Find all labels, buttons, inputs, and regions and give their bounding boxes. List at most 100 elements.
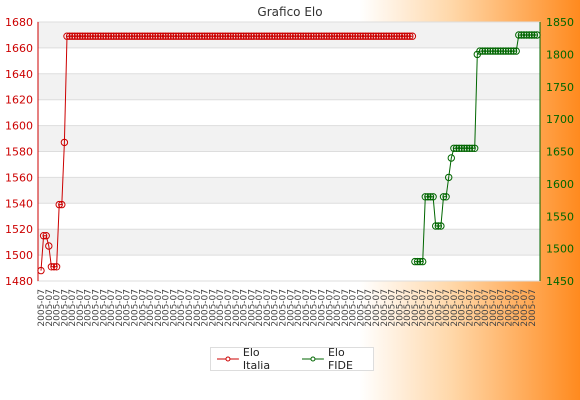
legend-item-elo-italia: Elo Italia xyxy=(217,346,290,372)
series-point xyxy=(123,32,131,40)
x-tick-label: 2005-07 xyxy=(154,289,164,327)
series-point xyxy=(185,32,193,40)
series-point xyxy=(115,32,123,40)
series-point xyxy=(221,32,230,40)
x-tick-label: 2005-07 xyxy=(450,289,460,327)
x-tick-label: 2005-07 xyxy=(481,289,491,327)
legend-marker-elo-fide xyxy=(302,356,324,362)
series-elo-italia xyxy=(37,32,417,275)
series-point xyxy=(398,32,406,40)
series-point xyxy=(354,32,362,40)
series-point xyxy=(476,47,484,55)
left-tick-label: 1480 xyxy=(5,275,33,288)
series-point xyxy=(369,32,378,40)
series-point xyxy=(234,32,243,40)
x-tick-label: 2005-07 xyxy=(53,289,63,327)
series-point xyxy=(528,31,536,39)
x-tick-label: 2005-07 xyxy=(294,289,304,327)
series-point xyxy=(522,31,531,39)
series-point xyxy=(219,32,227,40)
x-axis-labels: 2005-072005-072005-072005-072005-072005-… xyxy=(37,289,538,327)
x-tick-label: 2005-07 xyxy=(76,289,86,327)
series-point xyxy=(268,32,276,40)
series-point xyxy=(265,32,274,40)
x-tick-label: 2005-07 xyxy=(279,289,289,327)
series-point xyxy=(42,232,50,240)
series-point xyxy=(164,32,172,40)
series-point xyxy=(138,32,147,40)
series-point xyxy=(84,32,92,40)
x-tick-label: 2005-07 xyxy=(92,289,102,327)
series-point xyxy=(187,32,196,40)
series-point xyxy=(291,32,300,40)
series-point xyxy=(286,32,294,40)
series-point xyxy=(307,32,315,40)
left-tick-label: 1680 xyxy=(5,16,33,29)
series-point xyxy=(341,32,349,40)
series-point xyxy=(403,32,411,40)
series-point xyxy=(304,32,313,40)
series-point xyxy=(99,32,108,40)
x-tick-label: 2005-07 xyxy=(216,289,226,327)
series-point xyxy=(387,32,396,40)
series-point xyxy=(73,32,82,40)
series-point xyxy=(335,32,344,40)
right-tick-label: 1850 xyxy=(546,16,574,29)
series-point xyxy=(39,232,48,240)
series-point xyxy=(117,32,126,40)
x-tick-label: 2005-07 xyxy=(504,289,514,327)
x-tick-label: 2005-07 xyxy=(68,289,78,327)
series-point xyxy=(411,257,419,266)
series-point xyxy=(141,32,149,40)
grid-band xyxy=(38,177,540,204)
series-point xyxy=(216,32,224,40)
grid-lines xyxy=(38,21,540,282)
series-point xyxy=(447,154,455,162)
left-axis: 1480 1500 1520 1540 1560 1580 1600 1620 1640 1660… xyxy=(5,16,39,288)
x-tick-label: 2005-07 xyxy=(333,289,343,327)
x-tick-label: 2005-07 xyxy=(84,289,94,327)
series-point xyxy=(174,32,183,40)
series-point xyxy=(364,32,372,40)
series-point xyxy=(195,32,204,40)
series-point xyxy=(494,47,502,55)
x-tick-label: 2005-07 xyxy=(466,289,476,327)
series-point xyxy=(104,32,113,40)
x-tick-label: 2005-07 xyxy=(123,289,133,327)
x-tick-label: 2005-07 xyxy=(263,289,273,327)
series-point xyxy=(421,193,429,201)
series-point xyxy=(533,31,541,39)
series-point xyxy=(250,32,258,40)
legend-label-elo-italia: Elo Italia xyxy=(242,346,271,372)
series-point xyxy=(442,193,450,201)
series-point xyxy=(65,32,74,40)
series-point xyxy=(63,32,71,40)
x-tick-label: 2005-07 xyxy=(512,289,522,327)
legend-item-elo-fide: Elo FIDE xyxy=(302,346,373,372)
series-point xyxy=(356,32,365,40)
series-point xyxy=(52,263,61,271)
series-point xyxy=(284,32,292,40)
series-point xyxy=(491,47,500,55)
left-tick-label: 1620 xyxy=(5,94,33,107)
series-point xyxy=(377,32,385,40)
series-point xyxy=(102,32,110,40)
series-point xyxy=(424,193,432,201)
series-point xyxy=(130,32,139,40)
x-tick-label: 2005-07 xyxy=(146,289,156,327)
series-point xyxy=(206,32,214,40)
series-point xyxy=(146,32,154,40)
x-tick-label: 2005-07 xyxy=(341,289,351,327)
series-point xyxy=(86,32,95,40)
series-point xyxy=(89,32,97,40)
legend-label-elo-fide: Elo FIDE xyxy=(327,346,353,372)
series-point xyxy=(315,32,323,40)
x-tick-label: 2005-07 xyxy=(201,289,211,327)
x-tick-label: 2005-07 xyxy=(395,289,405,327)
series-point xyxy=(177,32,185,40)
series-point xyxy=(200,32,209,40)
x-tick-label: 2005-07 xyxy=(208,289,218,327)
series-point xyxy=(382,32,391,40)
series-point xyxy=(504,47,513,55)
